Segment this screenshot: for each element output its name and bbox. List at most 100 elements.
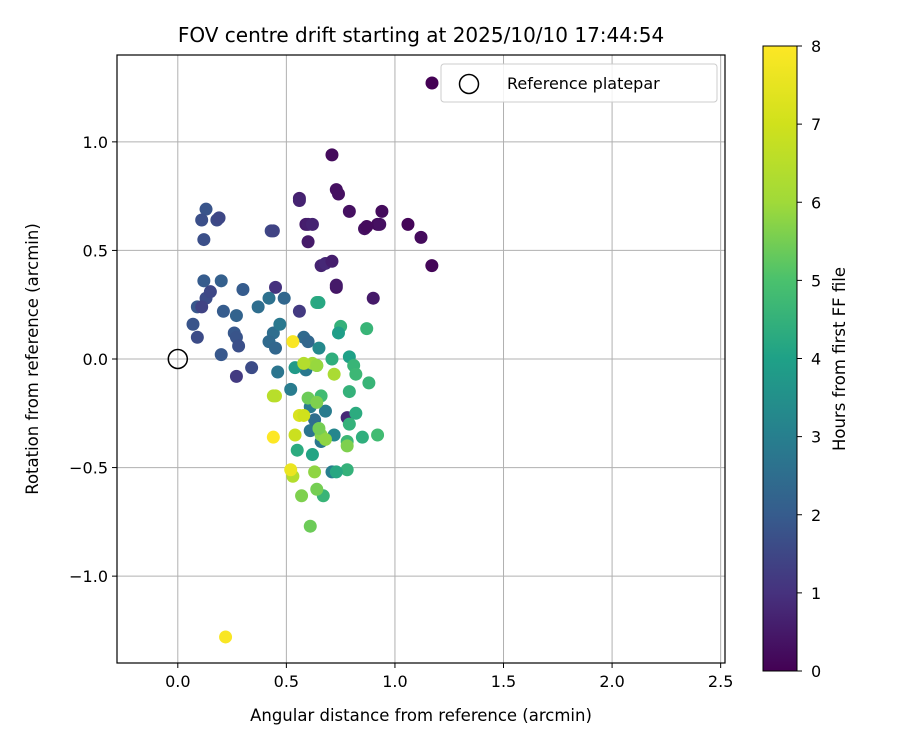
data-point xyxy=(269,280,283,294)
data-point xyxy=(329,278,343,292)
data-point xyxy=(401,217,415,231)
data-point xyxy=(305,448,319,462)
data-point xyxy=(312,341,326,355)
x-axis-ticks: 0.0 0.5 1.0 1.5 2.0 2.5 xyxy=(165,663,733,691)
colorbar-tick-label: 6 xyxy=(811,193,821,212)
colorbar-ticks: 0 1 2 3 4 5 6 7 8 xyxy=(797,37,821,681)
data-point xyxy=(292,304,306,318)
y-tick-label: 0.5 xyxy=(83,241,108,260)
data-point xyxy=(214,274,228,288)
colorbar-tick-label: 8 xyxy=(811,37,821,56)
y-axis-ticks: −1.0 −0.5 0.0 0.5 1.0 xyxy=(69,133,117,586)
data-point xyxy=(325,352,339,366)
data-point xyxy=(266,430,280,444)
data-point xyxy=(229,309,243,323)
data-point xyxy=(342,417,356,431)
data-point xyxy=(312,296,326,310)
data-point xyxy=(290,443,304,457)
grid-lines xyxy=(117,55,725,663)
y-tick-label: 0.0 xyxy=(83,350,108,369)
x-tick-label: 0.5 xyxy=(274,672,299,691)
data-point xyxy=(269,341,283,355)
data-point xyxy=(195,213,209,227)
data-points xyxy=(186,148,439,644)
data-point xyxy=(340,439,354,453)
data-point xyxy=(312,421,326,435)
data-point xyxy=(349,367,363,381)
data-point xyxy=(245,361,259,375)
data-point xyxy=(251,300,265,314)
reference-marker xyxy=(167,348,189,370)
colorbar-tick-label: 4 xyxy=(811,350,821,369)
data-point xyxy=(271,365,285,379)
x-tick-label: 1.5 xyxy=(491,672,516,691)
data-point xyxy=(310,395,324,409)
data-point xyxy=(229,369,243,383)
data-point xyxy=(310,482,324,496)
data-point xyxy=(340,463,354,477)
legend-overlapping-point xyxy=(425,76,439,90)
data-point xyxy=(203,285,217,299)
data-point xyxy=(214,348,228,362)
x-tick-label: 0.0 xyxy=(165,672,190,691)
data-point xyxy=(297,356,311,370)
legend-reference-marker xyxy=(458,73,480,95)
data-point xyxy=(199,202,213,216)
data-point xyxy=(303,519,317,533)
colorbar-tick-label: 5 xyxy=(811,271,821,290)
colorbar-tick-label: 1 xyxy=(811,584,821,603)
data-point xyxy=(301,335,315,349)
data-point xyxy=(197,233,211,247)
data-point xyxy=(310,359,324,373)
data-point xyxy=(295,489,309,503)
data-point xyxy=(305,217,319,231)
colorbar-tick-label: 0 xyxy=(811,662,821,681)
data-point xyxy=(219,630,233,644)
data-point xyxy=(331,187,345,201)
data-point xyxy=(355,430,369,444)
y-tick-label: −1.0 xyxy=(69,567,108,586)
data-point xyxy=(266,389,280,403)
data-point xyxy=(414,230,428,244)
data-point xyxy=(425,259,439,273)
x-tick-label: 2.0 xyxy=(599,672,624,691)
data-point xyxy=(360,322,374,336)
data-point xyxy=(216,304,230,318)
colorbar-tick-label: 2 xyxy=(811,506,821,525)
data-point xyxy=(308,465,322,479)
data-point xyxy=(197,274,211,288)
data-point xyxy=(190,330,204,344)
data-point xyxy=(277,291,291,305)
data-point xyxy=(292,193,306,207)
data-point xyxy=(284,463,298,477)
colorbar-label: Hours from first FF file xyxy=(830,267,849,451)
x-tick-label: 2.5 xyxy=(708,672,733,691)
data-point xyxy=(288,428,302,442)
data-point xyxy=(318,404,332,418)
data-point xyxy=(262,291,276,305)
data-point xyxy=(331,326,345,340)
data-point xyxy=(366,291,380,305)
y-tick-label: −0.5 xyxy=(69,459,108,478)
data-point xyxy=(362,376,376,390)
data-point xyxy=(325,254,339,268)
data-point xyxy=(327,367,341,381)
data-point xyxy=(329,465,343,479)
legend-box xyxy=(440,63,718,103)
chart-title: FOV centre drift starting at 2025/10/10 … xyxy=(178,23,664,47)
data-point xyxy=(284,382,298,396)
x-axis-label: Angular distance from reference (arcmin) xyxy=(250,706,592,725)
data-point xyxy=(232,339,246,353)
data-point xyxy=(371,428,385,442)
x-tick-label: 1.0 xyxy=(382,672,407,691)
data-point xyxy=(236,283,250,297)
data-point xyxy=(297,408,311,422)
colorbar-tick-label: 3 xyxy=(811,428,821,447)
data-point xyxy=(325,148,339,162)
data-point xyxy=(349,406,363,420)
legend: Reference platepar xyxy=(425,63,718,103)
data-point xyxy=(186,317,200,331)
colorbar-tick-label: 7 xyxy=(811,115,821,134)
data-point xyxy=(360,220,374,234)
